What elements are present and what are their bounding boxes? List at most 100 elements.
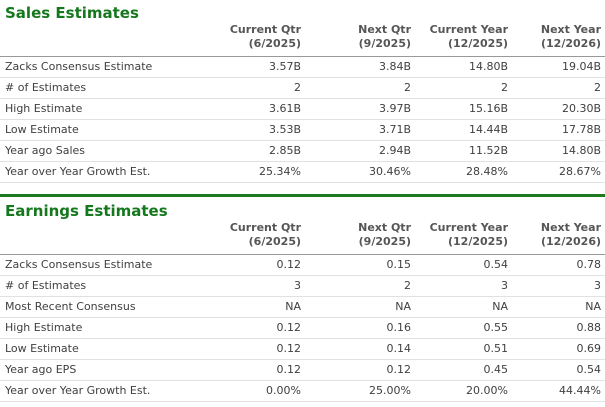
cell-value: 25.00% <box>305 380 415 402</box>
cell-value: 0.88 <box>512 317 605 339</box>
cell-value: 19.04B <box>512 56 605 78</box>
cell-value: 2 <box>415 77 512 99</box>
cell-value: 0.00% <box>220 380 305 402</box>
cell-value: 28.67% <box>512 161 605 183</box>
column-header-period: (6/2025) <box>248 235 301 248</box>
cell-value: 44.44% <box>512 380 605 402</box>
cell-value: 14.44B <box>415 119 512 141</box>
column-header-period: (12/2026) <box>541 37 601 50</box>
cell-value: 0.16 <box>305 317 415 339</box>
row-label: Year ago Sales <box>0 140 220 162</box>
column-header-period: (12/2025) <box>448 235 508 248</box>
row-label: # of Estimates <box>0 77 220 99</box>
table-row: # of Estimates 2 2 2 2 <box>0 77 605 99</box>
cell-value: 17.78B <box>512 119 605 141</box>
table-row: Low Estimate 0.12 0.14 0.51 0.69 <box>0 338 605 360</box>
cell-value: 0.78 <box>512 254 605 276</box>
cell-value: NA <box>220 296 305 318</box>
cell-value: 0.54 <box>415 254 512 276</box>
sales-section-title: Sales Estimates <box>5 4 139 22</box>
cell-value: 0.45 <box>415 359 512 381</box>
cell-value: 28.48% <box>415 161 512 183</box>
cell-value: 0.14 <box>305 338 415 360</box>
row-label: Low Estimate <box>0 338 220 360</box>
cell-value: 2.94B <box>305 140 415 162</box>
cell-value: 0.54 <box>512 359 605 381</box>
table-row: Year over Year Growth Est. 0.00% 25.00% … <box>0 380 605 402</box>
cell-value: NA <box>305 296 415 318</box>
column-header-label: Current Year <box>429 221 508 234</box>
column-header-next-year: Next Year (12/2026) <box>512 221 605 255</box>
sales-estimates-section: Sales Estimates Current Qtr (6/2025) Nex… <box>0 0 605 183</box>
earnings-estimates-section: Earnings Estimates Current Qtr (6/2025) … <box>0 197 605 402</box>
cell-value: 3 <box>415 275 512 297</box>
table-row: Zacks Consensus Estimate 0.12 0.15 0.54 … <box>0 254 605 276</box>
cell-value: 2 <box>220 77 305 99</box>
column-header-label: Next Qtr <box>358 23 411 36</box>
cell-value: 3.84B <box>305 56 415 78</box>
cell-value: 3.53B <box>220 119 305 141</box>
cell-value: 2 <box>512 77 605 99</box>
cell-value: 3.71B <box>305 119 415 141</box>
row-label: # of Estimates <box>0 275 220 297</box>
cell-value: 2 <box>305 275 415 297</box>
row-label: Year over Year Growth Est. <box>0 380 220 402</box>
header-spacer <box>0 23 220 57</box>
sales-estimates-table: Current Qtr (6/2025) Next Qtr (9/2025) C… <box>0 23 605 183</box>
section-divider <box>0 194 605 197</box>
cell-value: 14.80B <box>512 140 605 162</box>
cell-value: 20.00% <box>415 380 512 402</box>
cell-value: 25.34% <box>220 161 305 183</box>
row-label: High Estimate <box>0 98 220 120</box>
column-header-next-qtr: Next Qtr (9/2025) <box>305 221 415 255</box>
cell-value: 20.30B <box>512 98 605 120</box>
cell-value: 3.97B <box>305 98 415 120</box>
row-label: Zacks Consensus Estimate <box>0 254 220 276</box>
column-header-current-year: Current Year (12/2025) <box>415 221 512 255</box>
table-row: Most Recent Consensus NA NA NA NA <box>0 296 605 318</box>
cell-value: 3.57B <box>220 56 305 78</box>
row-label: High Estimate <box>0 317 220 339</box>
table-row: Low Estimate 3.53B 3.71B 14.44B 17.78B <box>0 119 605 141</box>
cell-value: 0.12 <box>305 359 415 381</box>
column-header-next-qtr: Next Qtr (9/2025) <box>305 23 415 57</box>
cell-value: 2 <box>305 77 415 99</box>
cell-value: 0.12 <box>220 254 305 276</box>
cell-value: 3 <box>220 275 305 297</box>
earnings-estimates-table: Current Qtr (6/2025) Next Qtr (9/2025) C… <box>0 221 605 402</box>
table-row: Year over Year Growth Est. 25.34% 30.46%… <box>0 161 605 183</box>
cell-value: 3 <box>512 275 605 297</box>
column-header-label: Current Qtr <box>229 221 301 234</box>
row-label: Low Estimate <box>0 119 220 141</box>
row-label: Zacks Consensus Estimate <box>0 56 220 78</box>
cell-value: 0.51 <box>415 338 512 360</box>
column-header-label: Current Year <box>429 23 508 36</box>
cell-value: NA <box>415 296 512 318</box>
column-header-period: (12/2026) <box>541 235 601 248</box>
column-header-current-qtr: Current Qtr (6/2025) <box>220 221 305 255</box>
cell-value: 2.85B <box>220 140 305 162</box>
header-spacer <box>0 221 220 255</box>
cell-value: NA <box>512 296 605 318</box>
table-row: Zacks Consensus Estimate 3.57B 3.84B 14.… <box>0 56 605 78</box>
cell-value: 0.69 <box>512 338 605 360</box>
column-header-label: Next Year <box>540 221 601 234</box>
row-label: Year ago EPS <box>0 359 220 381</box>
column-header-period: (9/2025) <box>358 235 411 248</box>
column-header-label: Next Qtr <box>358 221 411 234</box>
cell-value: 14.80B <box>415 56 512 78</box>
row-label: Year over Year Growth Est. <box>0 161 220 183</box>
table-row: Year ago Sales 2.85B 2.94B 11.52B 14.80B <box>0 140 605 162</box>
table-row: High Estimate 3.61B 3.97B 15.16B 20.30B <box>0 98 605 120</box>
cell-value: 3.61B <box>220 98 305 120</box>
cell-value: 11.52B <box>415 140 512 162</box>
row-label: Most Recent Consensus <box>0 296 220 318</box>
column-header-current-qtr: Current Qtr (6/2025) <box>220 23 305 57</box>
table-row: # of Estimates 3 2 3 3 <box>0 275 605 297</box>
column-header-period: (9/2025) <box>358 37 411 50</box>
column-header-period: (12/2025) <box>448 37 508 50</box>
cell-value: 30.46% <box>305 161 415 183</box>
column-header-label: Current Qtr <box>229 23 301 36</box>
column-header-label: Next Year <box>540 23 601 36</box>
